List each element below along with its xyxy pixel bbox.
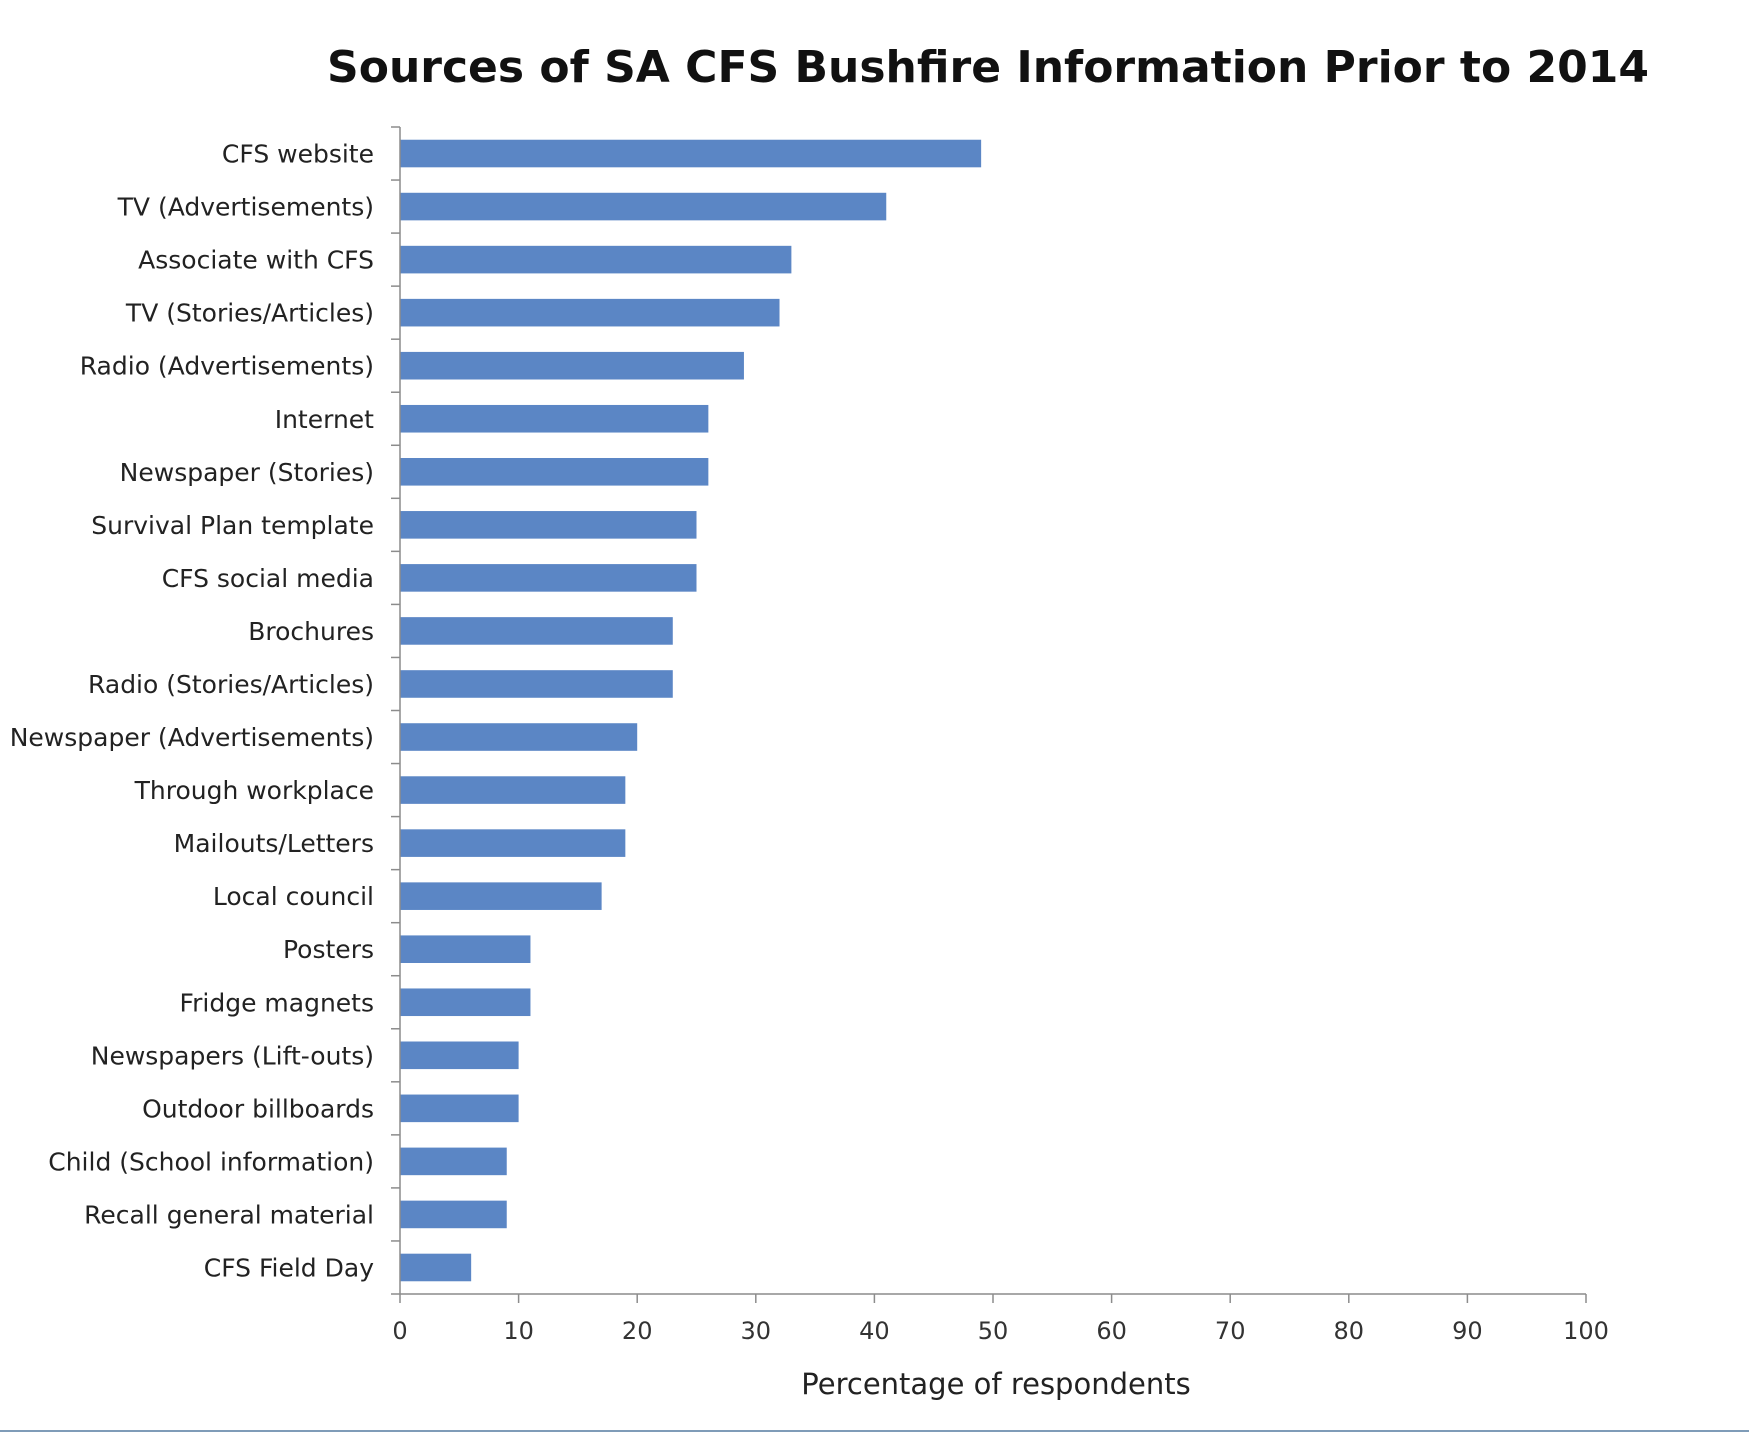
category-label: CFS website <box>222 140 374 169</box>
category-label: Outdoor billboards <box>142 1094 374 1123</box>
bar <box>400 404 709 433</box>
category-label: TV (Advertisements) <box>117 193 374 222</box>
x-tick-label: 40 <box>859 1317 890 1345</box>
bar <box>400 776 626 804</box>
category-label: Radio (Advertisements) <box>80 352 374 381</box>
category-label: Associate with CFS <box>138 246 374 275</box>
bar <box>400 564 697 592</box>
bars-group <box>400 139 982 1282</box>
bar <box>400 1041 519 1070</box>
bar <box>400 829 626 857</box>
bar <box>400 245 792 274</box>
x-tick-label: 20 <box>622 1317 653 1345</box>
x-tick-label: 0 <box>392 1317 407 1345</box>
category-label: Child (School information) <box>48 1147 374 1176</box>
x-tick-label: 60 <box>1096 1317 1127 1345</box>
bar <box>400 1253 472 1282</box>
chart-title: Sources of SA CFS Bushfire Information P… <box>327 42 1649 93</box>
category-label: Recall general material <box>84 1200 374 1229</box>
x-tick-label: 80 <box>1334 1317 1365 1345</box>
x-tick-label: 50 <box>978 1317 1009 1345</box>
bar <box>400 192 887 221</box>
category-label: Brochures <box>248 617 374 646</box>
category-label: Local council <box>213 882 374 911</box>
bar <box>400 351 744 380</box>
bar <box>400 935 531 963</box>
x-tick-label: 70 <box>1215 1317 1246 1345</box>
x-tick-label: 90 <box>1452 1317 1483 1345</box>
category-label: Fridge magnets <box>180 988 374 1017</box>
category-label: Newspaper (Advertisements) <box>10 723 374 752</box>
bar <box>400 1200 507 1229</box>
category-label: Mailouts/Letters <box>174 829 374 858</box>
bar <box>400 458 709 486</box>
bar <box>400 511 697 539</box>
bar <box>400 1147 507 1176</box>
category-label: Newspaper (Stories) <box>120 458 374 487</box>
bar <box>400 988 531 1017</box>
category-labels: CFS website TV (Advertisements) Associate … <box>10 140 374 1283</box>
bar <box>400 617 673 645</box>
x-axis-title: Percentage of respondents <box>801 1367 1190 1401</box>
x-axis-ticks: 0 10 20 30 40 50 60 70 80 90 100 <box>391 126 1609 1345</box>
bar <box>400 139 982 168</box>
category-label: Posters <box>283 935 374 964</box>
category-label: Survival Plan template <box>91 511 374 540</box>
x-tick-label: 30 <box>741 1317 772 1345</box>
bar <box>400 1094 519 1123</box>
category-label: Through workplace <box>134 776 374 805</box>
category-label: Radio (Stories/Articles) <box>88 670 374 699</box>
category-label: Newspapers (Lift-outs) <box>91 1041 374 1070</box>
category-label: Internet <box>275 405 374 434</box>
bar <box>400 882 602 910</box>
x-tick-label: 100 <box>1563 1317 1609 1345</box>
category-label: TV (Stories/Articles) <box>125 299 374 328</box>
category-label: CFS social media <box>162 564 374 593</box>
bar <box>400 298 780 327</box>
bar <box>400 723 638 751</box>
x-tick-label: 10 <box>503 1317 534 1345</box>
bar <box>400 670 673 698</box>
category-label: CFS Field Day <box>204 1253 374 1282</box>
